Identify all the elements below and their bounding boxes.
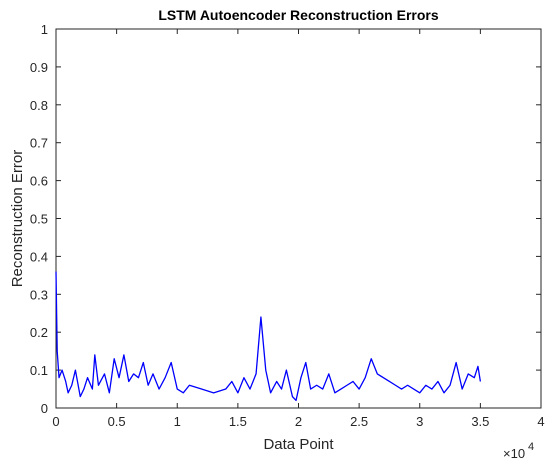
- x-tick-label: 1: [174, 414, 181, 429]
- y-tick-label: 1: [41, 22, 48, 37]
- x-tick-label: 2: [295, 414, 302, 429]
- y-tick-label: 0.8: [30, 98, 48, 113]
- x-tick-label: 1.5: [229, 414, 247, 429]
- x-axis-exponent: ×10 4: [503, 441, 534, 461]
- x-axis-exponent-base: ×10: [503, 446, 525, 461]
- x-axis-exponent-power: 4: [528, 441, 534, 453]
- x-tick-label: 0: [52, 414, 59, 429]
- x-tick-label: 4: [537, 414, 544, 429]
- y-tick-label: 0.9: [30, 60, 48, 75]
- y-tick-label: 0.1: [30, 363, 48, 378]
- y-tick-label: 0.7: [30, 136, 48, 151]
- y-tick-label: 0.2: [30, 325, 48, 340]
- x-tick-label: 3: [416, 414, 423, 429]
- y-tick-label: 0.3: [30, 287, 48, 302]
- y-tick-label: 0.5: [30, 212, 48, 227]
- x-tick-label: 0.5: [108, 414, 126, 429]
- x-tick-label: 2.5: [350, 414, 368, 429]
- plot-area-box: [55, 28, 542, 409]
- chart-title: LSTM Autoencoder Reconstruction Errors: [158, 7, 439, 23]
- y-tick-label: 0: [41, 401, 48, 416]
- y-tick-label: 0.4: [30, 249, 48, 264]
- series-line: [55, 271, 482, 402]
- y-axis-label: Reconstruction Error: [9, 150, 26, 288]
- x-tick-label: 3.5: [471, 414, 489, 429]
- y-tick-label: 0.6: [30, 174, 48, 189]
- x-axis-label: Data Point: [263, 436, 334, 453]
- tick-marks: [55, 28, 542, 409]
